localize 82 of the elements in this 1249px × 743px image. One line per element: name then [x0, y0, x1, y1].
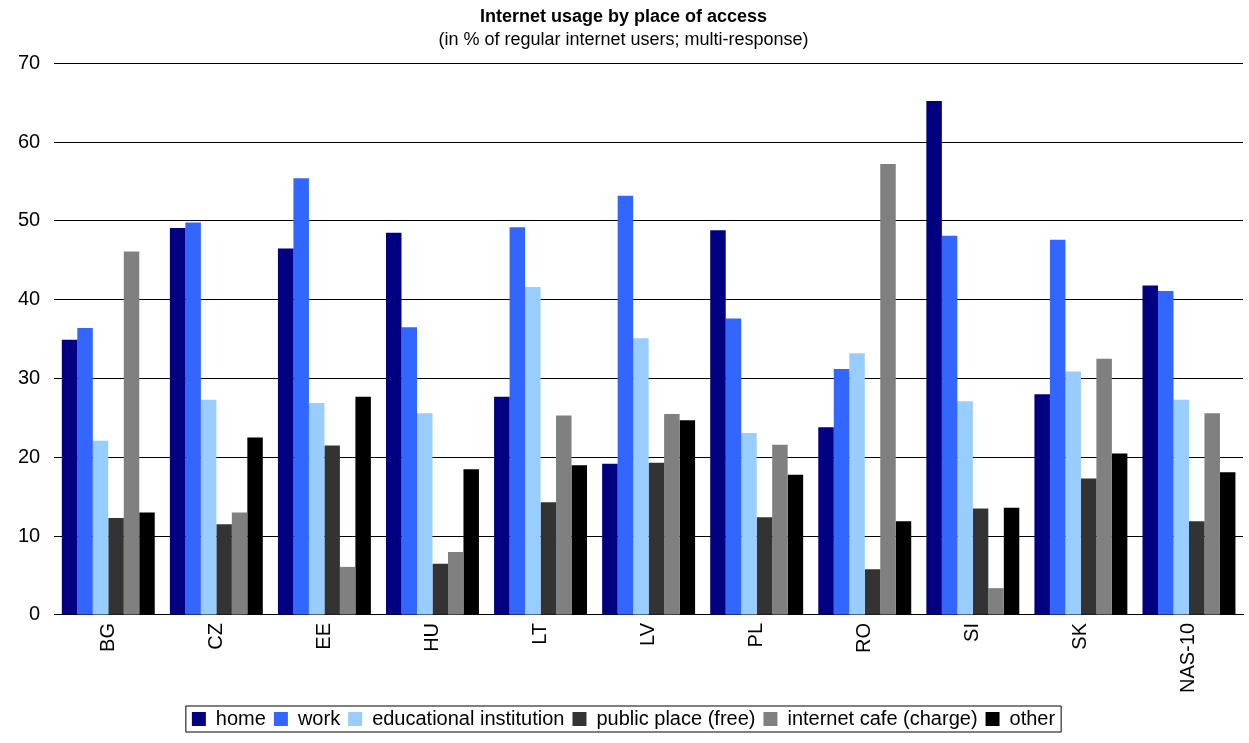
bar	[664, 413, 680, 615]
y-tick-label: 40	[18, 287, 41, 310]
bar	[277, 248, 294, 615]
y-tick-label: 0	[29, 602, 41, 625]
bar	[633, 338, 649, 615]
y-tick-label: 70	[18, 50, 41, 73]
bar	[185, 222, 201, 615]
x-tick-label: EE	[311, 622, 334, 650]
bar	[602, 463, 618, 615]
x-tick-label: RO	[852, 622, 875, 653]
bar	[818, 427, 834, 615]
x-tick-label: LT	[528, 622, 551, 645]
legend-label: home	[215, 706, 266, 729]
bar	[926, 101, 942, 615]
bar	[386, 232, 402, 615]
bar	[77, 328, 93, 615]
x-tick-label: SI	[960, 622, 983, 642]
bar	[216, 524, 232, 615]
bar	[123, 251, 140, 615]
bar	[1142, 285, 1158, 615]
bar	[617, 195, 634, 615]
bar	[756, 517, 773, 615]
bar	[941, 235, 958, 615]
bar	[1157, 291, 1174, 615]
bar	[1096, 358, 1112, 615]
x-tick-label: CZ	[203, 622, 226, 650]
bar	[849, 353, 865, 615]
bar	[1173, 399, 1189, 615]
bar	[833, 369, 850, 615]
bar	[417, 413, 433, 615]
bar	[308, 402, 325, 615]
bar	[494, 396, 510, 615]
bar	[957, 401, 973, 615]
bar	[1188, 521, 1205, 615]
y-tick-label: 60	[18, 129, 41, 152]
chart-subtitle: (in % of regular internet users; multi-response)	[438, 29, 809, 50]
bar	[741, 432, 757, 615]
bar	[772, 444, 788, 615]
bar	[92, 440, 109, 615]
x-tick-label: HU	[420, 622, 442, 652]
y-tick-label: 20	[18, 444, 41, 467]
bar	[725, 318, 742, 615]
chart-title: Internet usage by place of access	[479, 5, 768, 26]
bar	[108, 518, 124, 615]
bar	[61, 339, 78, 615]
bar	[972, 508, 989, 615]
bar	[231, 512, 248, 615]
bar	[710, 230, 726, 615]
bar	[169, 227, 186, 615]
bar	[200, 399, 217, 615]
bar	[525, 287, 541, 615]
bar	[1080, 478, 1097, 615]
x-tick-label: LV	[636, 622, 659, 646]
bar	[540, 502, 557, 615]
x-tick-label: SK	[1068, 622, 1091, 650]
bar	[324, 445, 340, 615]
y-tick-label: 10	[18, 523, 41, 546]
bar	[1034, 394, 1050, 615]
y-tick-label: 30	[18, 366, 41, 389]
bar	[339, 566, 356, 615]
bar	[1065, 371, 1081, 615]
legend-label: public place (free)	[596, 706, 756, 729]
bar	[509, 227, 526, 615]
bar	[556, 415, 572, 615]
bar	[880, 164, 896, 615]
bar	[648, 462, 665, 615]
legend-label: educational institution	[372, 706, 565, 729]
bar	[988, 588, 1004, 615]
bar	[447, 551, 464, 615]
bar	[401, 327, 417, 615]
x-tick-label: BG	[95, 622, 118, 652]
bar	[432, 563, 448, 615]
bar	[1049, 239, 1066, 615]
x-tick-label: PL	[744, 622, 767, 648]
legend-label: work	[296, 706, 342, 729]
legend-label: other	[1009, 706, 1056, 729]
bar	[864, 569, 881, 615]
bar	[1204, 413, 1220, 615]
bar	[293, 178, 309, 615]
x-tick-label: NAS-10	[1176, 622, 1199, 693]
y-tick-label: 50	[18, 208, 41, 231]
legend-label: internet cafe (charge)	[787, 706, 978, 729]
